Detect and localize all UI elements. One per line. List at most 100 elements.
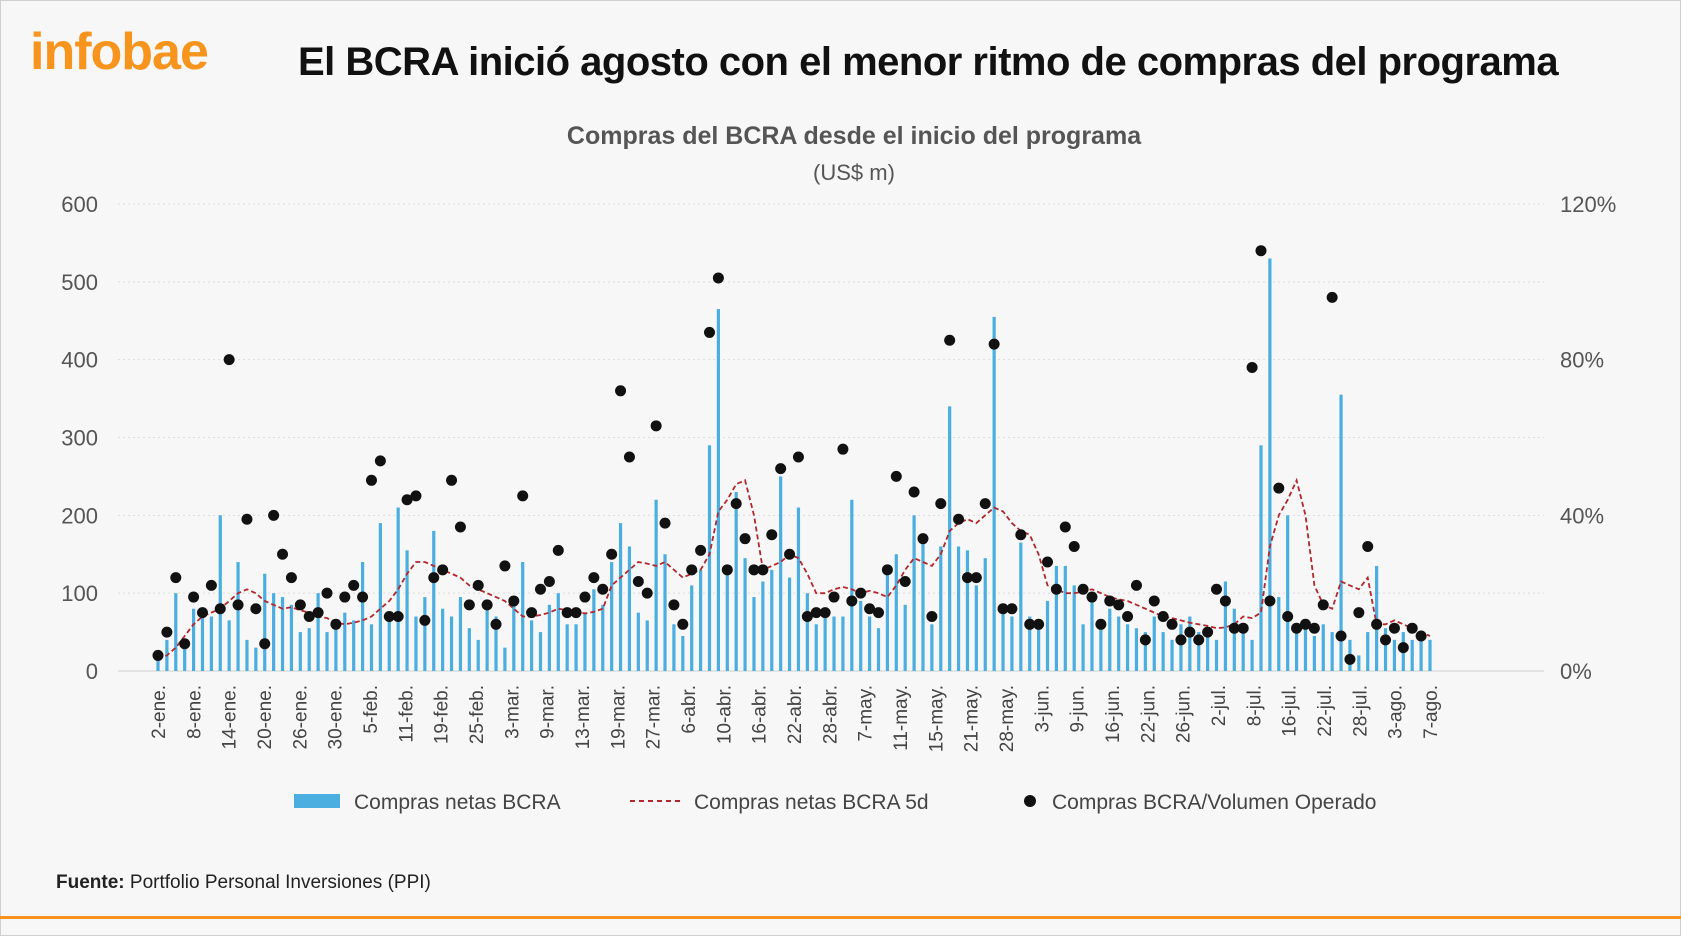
bar	[645, 620, 649, 671]
y-left-tick-label: 500	[61, 270, 98, 295]
bar	[752, 597, 756, 671]
line-series	[157, 477, 1431, 661]
x-tick-label: 3-ago.	[1386, 685, 1407, 739]
bar	[636, 612, 640, 671]
bar	[1375, 565, 1379, 671]
bar	[903, 604, 907, 671]
scatter-point	[1299, 618, 1311, 630]
scatter-point	[890, 470, 902, 482]
scatter-point	[490, 618, 502, 630]
scatter-point	[312, 607, 324, 619]
scatter-point	[1050, 583, 1062, 595]
scatter-point	[1193, 634, 1205, 646]
bar	[316, 593, 320, 671]
scatter-point	[695, 544, 707, 556]
scatter-point	[1148, 595, 1160, 607]
bar	[1054, 565, 1059, 671]
x-tick-label: 16-abr.	[750, 685, 771, 744]
y-right-tick-label: 40%	[1560, 503, 1604, 528]
scatter-point	[499, 560, 511, 572]
bar	[992, 316, 996, 671]
bar	[485, 604, 489, 671]
bar	[476, 639, 480, 671]
bar	[672, 624, 676, 671]
bar	[930, 624, 934, 671]
bar	[1028, 616, 1032, 671]
page-headline: El BCRA inició agosto con el menor ritmo…	[298, 40, 1559, 84]
legend-swatch-bars	[294, 794, 340, 808]
bar	[565, 624, 569, 671]
bar	[200, 612, 205, 671]
scatter-point	[579, 591, 591, 603]
scatter-point	[775, 463, 787, 475]
bar	[814, 624, 818, 671]
chart-title: Compras del BCRA desde el inicio del pro…	[567, 122, 1142, 150]
bar	[1294, 624, 1299, 671]
bar	[1419, 632, 1423, 671]
bar	[699, 569, 703, 671]
bar	[770, 569, 774, 671]
bar	[352, 620, 356, 671]
x-tick-label: 28-jul.	[1350, 685, 1371, 737]
bar	[618, 523, 623, 671]
bar	[1134, 628, 1139, 671]
bar-series	[156, 258, 1432, 671]
scatter-point	[1184, 626, 1196, 638]
bar	[325, 632, 329, 671]
scatter-point	[650, 420, 662, 432]
bar	[1268, 258, 1272, 671]
scatter-point	[1237, 622, 1249, 634]
scatter-point	[712, 272, 724, 284]
bar	[1259, 445, 1263, 671]
bar	[734, 491, 738, 671]
x-tick-label: 15-may.	[926, 685, 947, 752]
x-tick-label: 11-may.	[891, 685, 912, 751]
bar	[183, 647, 187, 671]
x-tick-label: 20-ene.	[255, 685, 276, 749]
scatter-point	[979, 498, 991, 510]
bar	[654, 499, 658, 671]
scatter-point	[970, 572, 982, 584]
x-tick-label: 2-ene.	[149, 685, 170, 739]
scatter-point	[615, 385, 627, 397]
scatter-point	[232, 599, 244, 611]
scatter-point	[1228, 622, 1240, 634]
scatter-point	[926, 611, 938, 623]
line-5d	[157, 477, 1431, 661]
bar	[1045, 600, 1050, 671]
scatter-point	[828, 591, 840, 603]
x-axis-ticks: 2-ene. 8-ene. 14-ene. 20-ene. 26-ene. 30-ene.…	[149, 685, 1442, 752]
scatter-point	[881, 564, 893, 576]
bar	[787, 577, 792, 671]
scatter-point	[437, 564, 449, 576]
bar	[1161, 632, 1165, 671]
bar	[156, 655, 160, 671]
scatter-point	[410, 490, 422, 502]
bar	[1339, 394, 1343, 671]
x-tick-label: 7-may.	[856, 685, 877, 742]
bar	[289, 604, 294, 671]
bar	[1250, 639, 1254, 671]
bar	[378, 523, 382, 671]
scatter-point	[748, 564, 760, 576]
x-tick-label: 22-jul.	[1315, 685, 1336, 737]
scatter-point	[766, 529, 778, 541]
bar	[823, 608, 827, 671]
bar	[245, 639, 249, 671]
scatter-point	[268, 509, 280, 521]
x-tick-label: 27-mar.	[644, 685, 665, 749]
x-tick-label: 8-jul.	[1244, 685, 1265, 726]
scatter-point	[543, 575, 555, 587]
bar	[449, 616, 454, 671]
bar	[663, 554, 667, 671]
scatter-point	[703, 326, 715, 338]
bar	[956, 546, 961, 671]
bar	[974, 585, 978, 671]
scatter-point	[294, 599, 306, 611]
bar	[1321, 624, 1325, 671]
scatter-point	[1291, 622, 1303, 634]
x-tick-label: 28-may.	[997, 685, 1018, 752]
x-tick-label: 9-jun.	[1068, 685, 1089, 733]
bar	[467, 628, 471, 671]
